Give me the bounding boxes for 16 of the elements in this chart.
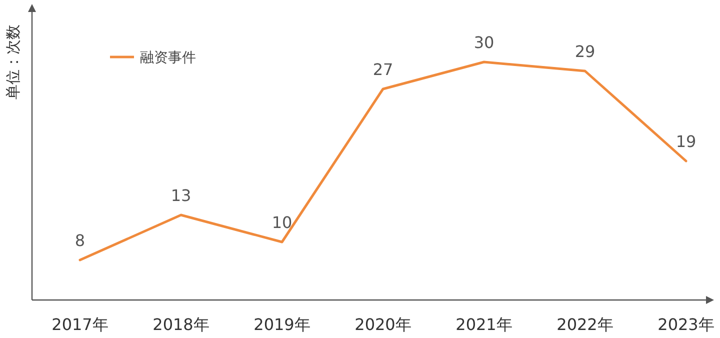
data-label: 13 [170, 186, 192, 205]
data-label: 19 [676, 132, 696, 151]
x-tick-label: 2022年 [556, 315, 614, 334]
x-tick-label: 2021年 [456, 315, 512, 334]
y-axis-title: 单位：次数 [4, 24, 22, 100]
x-tick-label: 2019年 [254, 315, 310, 334]
legend-label: 融资事件 [140, 50, 196, 66]
data-label: 27 [372, 60, 394, 79]
x-tick-label: 2023年 [658, 315, 714, 334]
data-label: 29 [574, 42, 596, 61]
data-label: 30 [474, 33, 494, 52]
x-tick-label: 2020年 [354, 315, 412, 334]
x-tick-label: 2018年 [152, 315, 210, 334]
data-label: 8 [74, 231, 86, 250]
x-tick-label: 2017年 [52, 315, 108, 334]
data-label: 10 [272, 213, 292, 232]
